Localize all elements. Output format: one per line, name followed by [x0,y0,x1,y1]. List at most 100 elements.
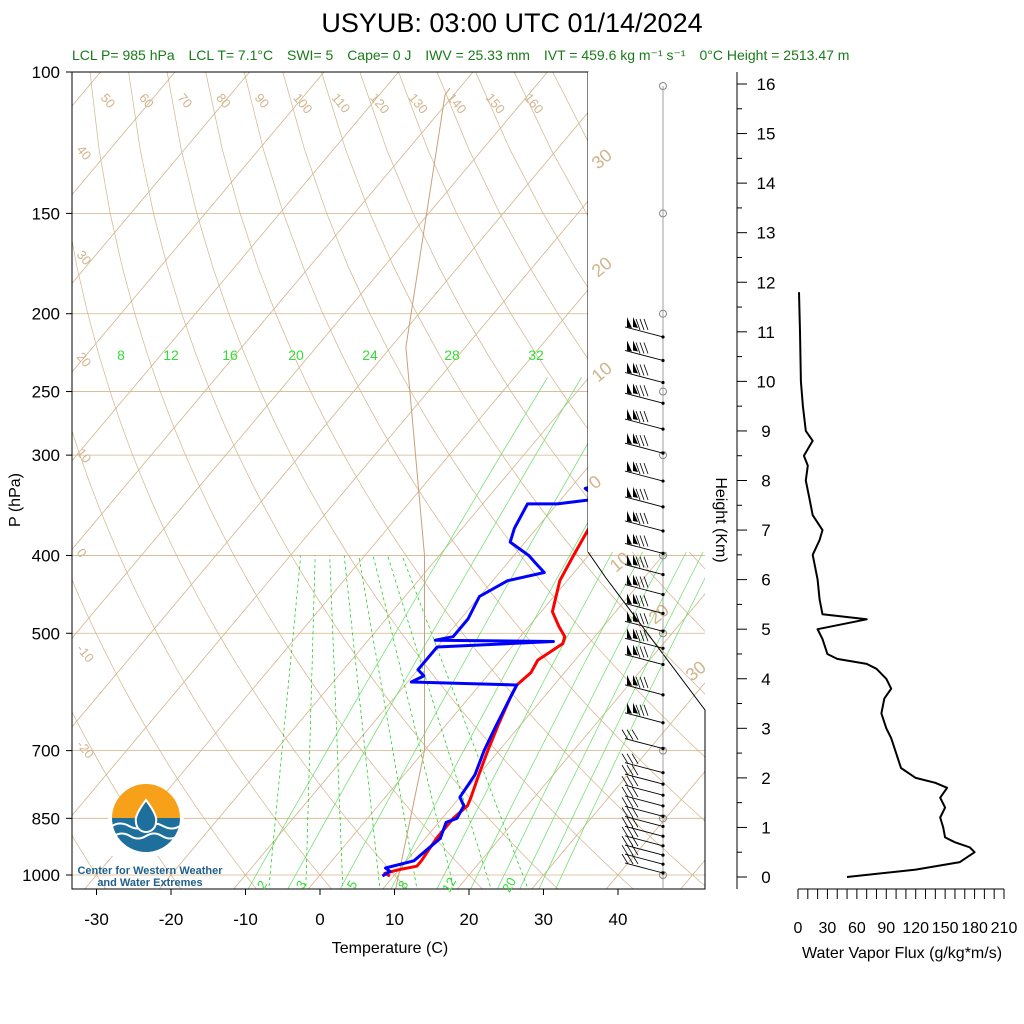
dry-adiabat [72,578,257,889]
mixing-ratio-line [287,377,582,889]
mixing-ratio-label: 12 [439,875,459,895]
moist-adiabat [329,555,344,889]
moist-adiabat [343,555,381,889]
temperature-tick-label: -20 [159,910,184,929]
ivt-value: IVT = 459.6 kg m⁻¹ s⁻¹ [543,47,686,63]
mixing-ratio-label: 3 [293,878,310,892]
wind-barb [621,753,664,774]
wind-barb [621,817,664,837]
cw3e-logo [108,784,184,856]
isotherm-label: 60 [136,90,157,111]
isotherm-line [72,72,548,639]
mixing-ratio-label: 24 [362,347,378,363]
logo-text: Center for Western Weather and Water Ext… [70,865,230,889]
wind-barb [621,844,664,865]
height-tick-label: 6 [761,571,770,590]
barb-point [661,814,665,818]
barb-point [661,844,665,848]
temperature-tick-label: 40 [609,910,628,929]
pressure-tick-label: 150 [32,204,60,223]
flux-tick-label: 30 [819,920,837,937]
wind-barb [624,554,664,576]
flux-tick-label: 180 [961,920,988,937]
moist-adiabat [358,555,418,889]
isotherm-line [72,72,325,373]
height-tick-label: 13 [757,224,776,243]
pressure-axis-title: P (hPa) [7,473,24,527]
mixing-ratio-line [555,577,705,889]
height-tick-label: 8 [761,472,770,491]
height-tick-label: 1 [761,818,770,837]
pressure-tick-label: 850 [32,809,60,828]
barb-level-circle [659,209,667,218]
flux-tick-label: 210 [991,920,1018,937]
flux-tick-label: 150 [932,920,959,937]
wind-barb [624,702,664,724]
barb-level-circle [659,387,667,396]
wind-barb [624,593,664,614]
dry-adiabat [436,72,705,508]
isotherm-line [158,238,705,889]
barb-point [661,551,665,556]
wind-barb [624,611,664,632]
isotherm-line [72,72,176,196]
isotherm-label: 130 [406,90,431,116]
iwv-value: IWV = 25.33 mm [425,47,530,63]
isotherm-label: 50 [98,90,119,111]
barb-point [661,529,665,533]
temperature-tick-label: -10 [233,910,258,929]
isotherm-label: 90 [252,90,273,111]
logo-line-1: Center for Western Weather [77,865,223,877]
isotherm-label: 150 [483,90,508,116]
pressure-tick-label: 300 [32,446,60,465]
dry-adiabat [707,72,1024,892]
temperature-tick-label: 30 [534,910,553,929]
mixing-ratio-label: 5 [344,878,361,892]
flux-tick-label: 120 [902,920,929,937]
wind-barb [621,853,664,874]
skew-t-series [381,312,705,878]
isotherm-line [72,72,697,817]
mixing-ratio-label: 28 [444,347,460,363]
wind-barb [624,461,664,482]
logo-drop-icon [134,798,158,833]
isotherm-line [531,682,705,889]
freezing-height: 0°C Height = 2513.47 m [699,47,850,63]
mixing-ratio-label: 20 [499,875,519,895]
height-tick-label: 2 [761,769,770,788]
wind-barb [621,764,664,785]
mixing-ratio-line [390,377,670,889]
height-tick-label: 4 [761,670,770,689]
mixing-ratio-label: 8 [117,347,125,363]
cape-value: Cape= 0 J [347,47,412,63]
dry-adiabat [243,72,705,822]
dry-adiabat [321,72,705,695]
moist-adiabat [387,555,492,889]
wind-barb [624,433,664,454]
wind-barb [624,644,664,665]
pressure-tick-label: 200 [32,305,60,324]
barb-level-circle [659,82,667,90]
mixing-ratio-label: 8 [395,878,412,892]
height-tick-label: 7 [761,521,770,540]
flux-axis-title: Water Vapor Flux (g/kg*m/s) [802,945,1002,962]
pressure-tick-label: 100 [32,63,60,82]
temperature-tick-label: 10 [385,910,404,929]
wind-barb [624,533,664,554]
temperature-tick-label: 20 [460,910,479,929]
lcl-temperature: LCL T= 7.1°C [188,47,274,63]
barb-panel [588,72,705,552]
dry-adiabat [128,72,559,889]
isotherm-line [72,72,399,462]
wind-barb [624,574,664,595]
mixing-ratio-label: 20 [288,347,304,363]
pressure-tick-label: 250 [32,383,60,402]
pressure-tick-label: 700 [32,742,60,761]
wind-barb [624,510,664,532]
isotherm-line [753,72,1024,892]
height-tick-label: 10 [757,372,776,391]
wind-barb [624,628,664,649]
wind-barb [621,775,664,796]
skew-t-background [72,72,1024,892]
